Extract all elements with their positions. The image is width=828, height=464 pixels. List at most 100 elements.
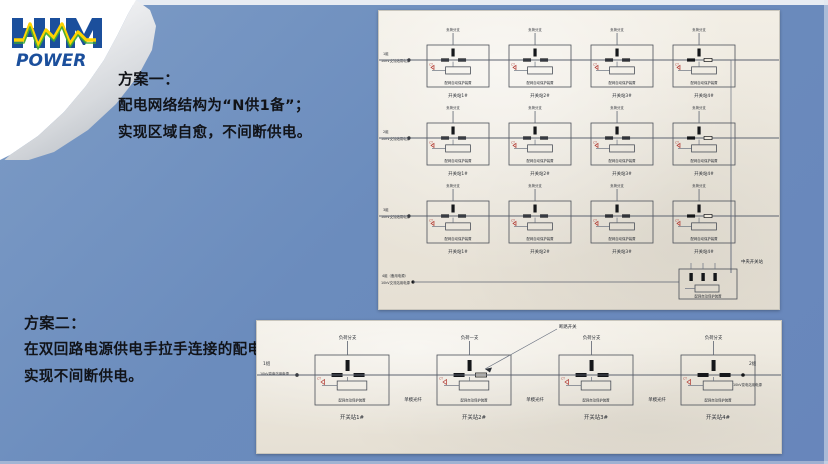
device-label: 配网自动保护装置: [608, 158, 636, 163]
ct-label: CT: [593, 62, 597, 66]
plan-two-text-block: 方案二： 在双回路电源供电手拉手连接的配电网中， 实现不间断供电。: [24, 310, 307, 391]
source-voltage-label: 10kV交流站用电源: [381, 214, 411, 219]
station-label: 开关站1#: [448, 248, 468, 255]
station-label: 开关站4#: [694, 170, 714, 177]
branch-label: 负荷分支: [446, 27, 460, 32]
ct-label: CT: [429, 62, 433, 66]
source-voltage-label: 10kV交流站用电源: [381, 58, 411, 63]
ct-label: CT: [593, 218, 597, 222]
diagram-n-supply-1-backup: 1组 10kV交流站用电源 负荷分支 CT 配网自动保护装置 开关站1# 负荷分支 CT 配网自…: [378, 10, 780, 310]
branch-label: 负荷一支: [461, 334, 479, 341]
branch-label: 负荷分支: [610, 183, 624, 188]
slide-edge-bottom: [0, 461, 828, 464]
source-right-group-label: 2组: [749, 360, 757, 367]
plan-one-text-block: 方案一： 配电网络结构为“N供1备”； 实现区域自愈，不间断供电。: [118, 66, 312, 147]
branch-label: 负荷分支: [528, 183, 542, 188]
him-power-logo: POWER: [8, 12, 120, 70]
ct-label: CT: [511, 218, 515, 222]
station-label: 开关站1#: [340, 413, 365, 421]
fiber-label: 单模光纤: [526, 396, 544, 403]
ct-label: CT: [561, 377, 565, 381]
device-label: 配网自动保护装置: [608, 236, 636, 241]
station-label: 开关站3#: [612, 170, 632, 177]
diagram-dual-loop-handshake: 1组 10kV变电站用电源 负荷分支 CT 配网自动保护装置 开关站1# 单模光纤 负荷一支 C…: [256, 320, 782, 454]
branch-label: 负荷分支: [446, 183, 460, 188]
ct-label: CT: [439, 377, 443, 381]
device-label: 配网自动保护装置: [582, 398, 610, 403]
device-label: 配网自动保护装置: [444, 236, 472, 241]
source-feeder: 2组 10kV交流站用电源: [381, 129, 427, 141]
source-feeder-left: 1组 10kV变电站用电源: [260, 360, 315, 377]
ct-label: CT: [675, 140, 679, 144]
branch-label: 负荷分支: [610, 105, 624, 110]
ct-label: CT: [429, 218, 433, 222]
branch-label: 负荷分支: [692, 105, 706, 110]
ct-label: CT: [683, 377, 687, 381]
source-left-voltage-label: 10kV变电站用电源: [260, 371, 290, 376]
source-feeder-right: 2组 10kV变电站用电源: [733, 360, 763, 387]
branch-label: 负荷分支: [446, 105, 460, 110]
fiber-label: 单模光纤: [404, 396, 422, 403]
source-right-voltage-label: 10kV变电站用电源: [733, 382, 763, 387]
source-group-label: 2组: [383, 129, 389, 134]
fiber-label: 单模光纤: [648, 396, 666, 403]
source-feeder: 3组 10kV交流站用电源: [381, 207, 427, 219]
device-label: 配网自动保护装置: [608, 80, 636, 85]
page-curl-decoration: [0, 0, 210, 160]
plan-one-heading: 方案一：: [118, 70, 180, 88]
plan-one-line-1: 配电网络结构为“N供1备”；: [118, 98, 310, 114]
device-label: 配网自动保护装置: [526, 236, 554, 241]
spare-source-voltage-label: 10kV交流站用电源: [381, 280, 411, 285]
station-label: 开关站2#: [530, 92, 550, 99]
device-label: 配网自动保护装置: [526, 80, 554, 85]
station-label: 开关站4#: [694, 92, 714, 99]
branch-label: 负荷分支: [528, 105, 542, 110]
station-label: 开关站3#: [612, 92, 632, 99]
branch-label: 负荷分支: [692, 183, 706, 188]
device-label: 配网自动保护装置: [704, 398, 732, 403]
breaker-label: 断路开关: [559, 323, 577, 330]
source-feeder: 1组 10kV交流站用电源: [381, 51, 427, 63]
ct-label: CT: [511, 62, 515, 66]
diagram-paper-bottom: [257, 321, 781, 453]
device-label: 配网自动保护装置: [690, 236, 718, 241]
plan-two-line-1: 在双回路电源供电手拉手连接的配电网中，: [24, 342, 308, 358]
ct-label: CT: [675, 218, 679, 222]
slide-edge-top: [0, 0, 828, 5]
branch-label: 负荷分支: [583, 334, 601, 341]
central-switching-station: 配网自动保护装置 中央开关站: [678, 258, 764, 300]
source-left-group-label: 1组: [263, 360, 271, 367]
breaker-callout: 断路开关: [484, 323, 577, 373]
station-label: 开关站1#: [448, 170, 468, 177]
branch-label: 负荷分支: [692, 27, 706, 32]
spare-source-feeder: 4组（备用电源） 10kV交流站用电源: [381, 273, 679, 285]
source-group-label: 1组: [383, 51, 389, 56]
station-label: 开关站2#: [462, 413, 487, 421]
branch-label: 负荷分支: [339, 334, 357, 341]
svg-text:POWER: POWER: [16, 51, 86, 70]
source-voltage-label: 10kV交流站用电源: [381, 136, 411, 141]
branch-label: 负荷分支: [610, 27, 624, 32]
device-label: 配网自动保护装置: [338, 398, 366, 403]
ct-label: CT: [511, 140, 515, 144]
plan-one-line-2: 实现区域自愈，不间断供电。: [118, 125, 312, 141]
station-label: 开关站4#: [706, 413, 731, 421]
station-label: 开关站3#: [612, 248, 632, 255]
device-label: 配网自动保护装置: [690, 158, 718, 163]
device-label: 配网自动保护装置: [690, 80, 718, 85]
station-label: 开关站1#: [448, 92, 468, 99]
